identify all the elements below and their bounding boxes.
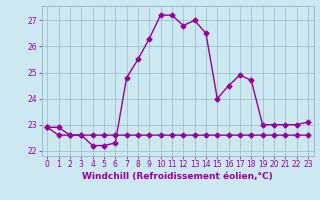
X-axis label: Windchill (Refroidissement éolien,°C): Windchill (Refroidissement éolien,°C)	[82, 172, 273, 181]
